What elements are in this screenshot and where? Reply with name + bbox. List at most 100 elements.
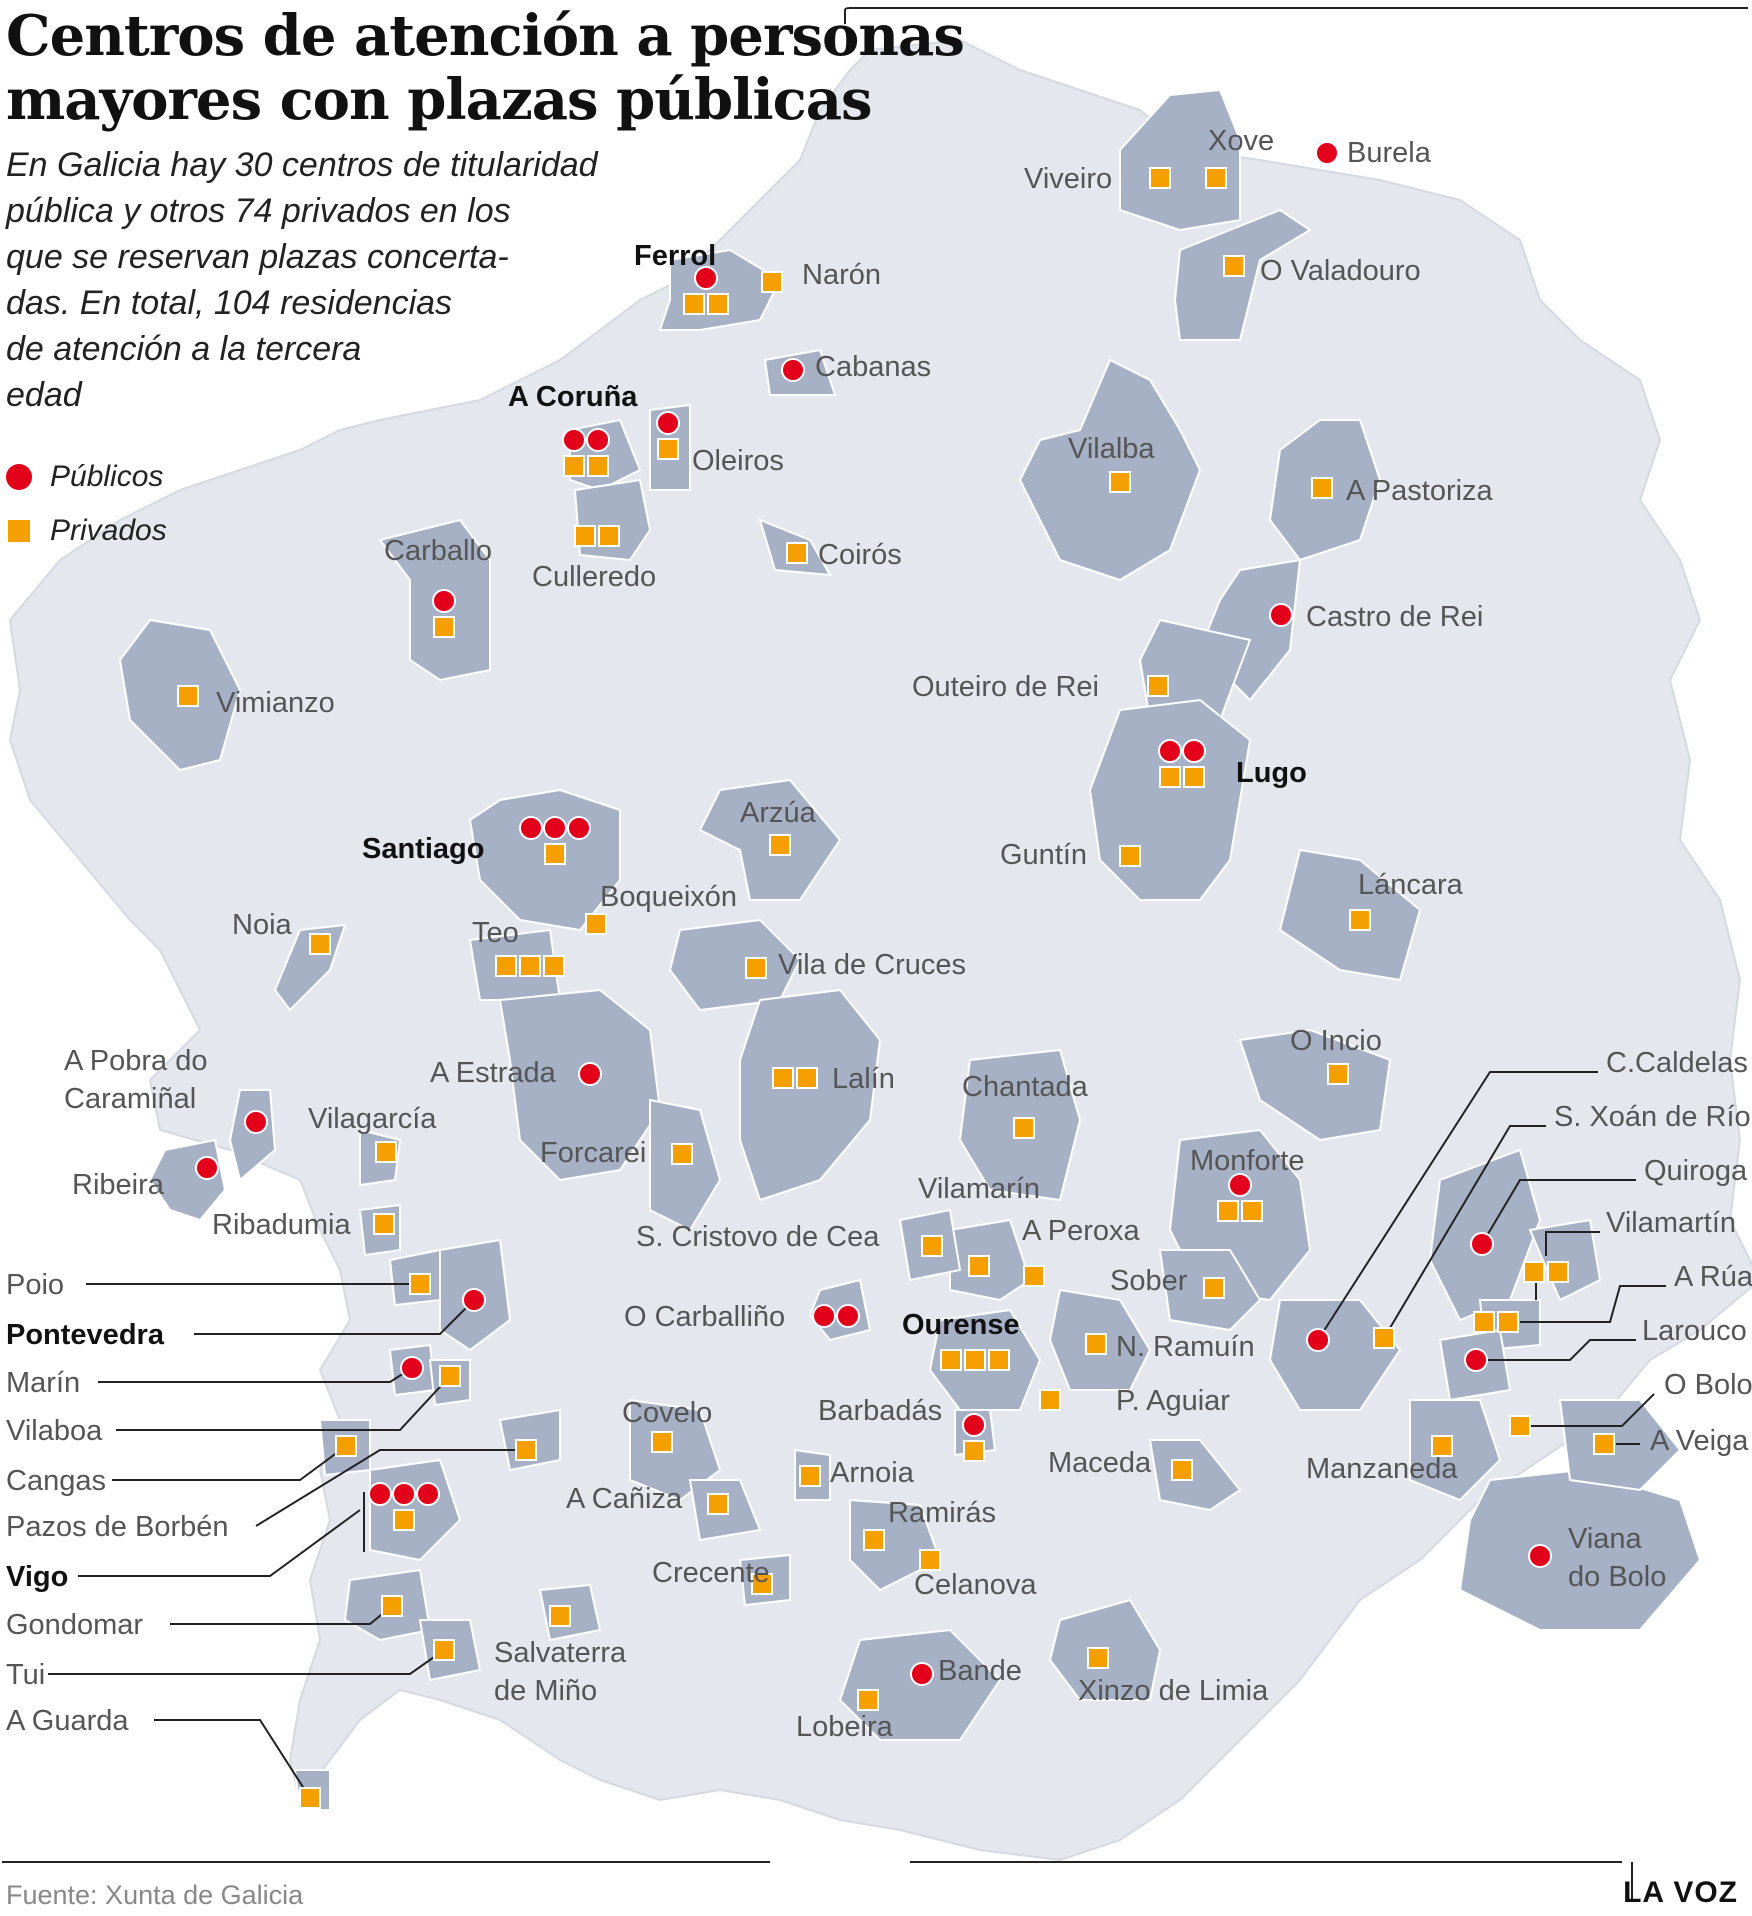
public-marker-marin-1	[400, 1356, 424, 1380]
public-marker-viana-do-bolo-1	[1528, 1544, 1552, 1568]
private-marker-teo-1	[495, 955, 517, 977]
legend-private-label: Privados	[50, 514, 167, 547]
label-forcarei: Forcarei	[540, 1137, 646, 1169]
label-covelo: Covelo	[622, 1397, 712, 1429]
region-a-estrada	[498, 988, 662, 1182]
public-marker-icon	[6, 464, 32, 490]
label-ribeira: Ribeira	[72, 1169, 165, 1201]
label-a-pobra-do-caraminal-line-1: A Pobra do	[64, 1045, 208, 1077]
private-marker-vilaboa-1	[439, 1365, 461, 1387]
public-marker-cabanas-1	[781, 358, 805, 382]
label-chantada: Chantada	[962, 1071, 1089, 1103]
leader-vilaboa	[116, 1375, 451, 1431]
label-a-guarda: A Guarda	[6, 1705, 129, 1737]
public-marker-carballo-1	[432, 589, 456, 613]
private-marker-lancara-1	[1349, 909, 1371, 931]
label-vilalba: Vilalba	[1068, 433, 1155, 465]
title-line-2: mayores con plazas públicas	[6, 67, 873, 133]
label-vilamartin: Vilamartín	[1606, 1207, 1736, 1239]
private-marker-ferrol-1	[683, 293, 705, 315]
public-marker-o-carballino-1	[812, 1304, 836, 1328]
private-marker-covelo-1	[651, 1431, 673, 1453]
label-cangas: Cangas	[6, 1465, 106, 1497]
private-marker-lugo-1	[1159, 766, 1181, 788]
label-castro-de-rei: Castro de Rei	[1306, 601, 1483, 633]
leader-o-bolo	[1520, 1393, 1655, 1427]
private-marker-naron-1	[761, 271, 783, 293]
private-marker-oleiros-1	[657, 438, 679, 460]
private-marker-xove-1	[1205, 167, 1227, 189]
label-viana-do-bolo: Viana do Bolo	[1568, 1523, 1666, 1593]
label-xove: Xove	[1208, 125, 1274, 157]
label-manzaneda: Manzaneda	[1306, 1453, 1458, 1485]
private-marker-teo-2	[519, 955, 541, 977]
map-labels: Burela Xove Viveiro O Valadouro Ferrol Narón C…	[6, 125, 1752, 1743]
public-marker-bande-1	[910, 1662, 934, 1686]
label-c-caldelas: C.Caldelas	[1606, 1047, 1748, 1079]
private-marker-icon	[8, 520, 30, 542]
label-s-xoan-de-rio: S. Xoán de Río	[1554, 1101, 1751, 1133]
subtitle-line-3: que se reservan plazas concerta-	[6, 238, 509, 276]
private-marker-s-cristovo-de-cea-1	[921, 1235, 943, 1257]
legend-public: Públicos	[6, 450, 167, 504]
private-marker-a-caniza-1	[707, 1493, 729, 1515]
label-lalin: Lalín	[832, 1063, 895, 1095]
label-culleredo: Culleredo	[532, 561, 656, 593]
leader-a-rua	[1520, 1285, 1666, 1323]
label-o-carballino: O Carballiño	[624, 1301, 785, 1333]
label-lobeira: Lobeira	[796, 1711, 894, 1743]
region-vilalba	[1018, 358, 1202, 582]
label-carballo: Carballo	[384, 535, 492, 567]
subtitle-line-1: En Galicia hay 30 centros de titularidad	[6, 146, 598, 184]
region-ramiras	[849, 1498, 942, 1592]
label-a-caniza: A Cañiza	[566, 1483, 683, 1515]
label-p-aguiar: P. Aguiar	[1116, 1385, 1230, 1417]
private-marker-vilalba-1	[1109, 471, 1131, 493]
region-culleredo	[573, 478, 652, 562]
label-crecente: Crecente	[652, 1557, 770, 1589]
label-maceda: Maceda	[1048, 1447, 1152, 1479]
label-pontevedra: Pontevedra	[6, 1319, 165, 1351]
label-quiroga: Quiroga	[1644, 1155, 1748, 1187]
private-marker-monforte-1	[1217, 1200, 1239, 1222]
private-marker-s-xoan-de-rio-1	[1373, 1327, 1395, 1349]
label-ferrol: Ferrol	[634, 240, 716, 272]
legend-public-label: Públicos	[50, 460, 164, 493]
private-marker-culleredo-2	[598, 525, 620, 547]
private-marker-manzaneda-1	[1431, 1435, 1453, 1457]
private-marker-cangas-1	[335, 1435, 357, 1457]
label-o-incio: O Incio	[1290, 1025, 1382, 1057]
label-lugo: Lugo	[1236, 757, 1307, 789]
title-line-1: Centros de atención a personas	[6, 3, 965, 69]
label-pazos-de-borben: Pazos de Borbén	[6, 1511, 228, 1543]
region-maceda	[1148, 1439, 1242, 1512]
private-marker-vilamartin-1	[1523, 1261, 1545, 1283]
private-marker-a-peroxa-1	[1023, 1265, 1045, 1287]
private-marker-ourense-3	[988, 1349, 1010, 1371]
public-marker-c-caldelas-1	[1306, 1328, 1330, 1352]
private-marker-barbadas-1	[963, 1440, 985, 1462]
leader-vigo	[78, 1509, 361, 1577]
label-a-coruna: A Coruña	[508, 381, 638, 413]
legend: Públicos Privados	[6, 450, 167, 558]
label-a-peroxa: A Peroxa	[1022, 1215, 1141, 1247]
private-marker-a-rua-1	[1473, 1311, 1495, 1333]
label-barbadas: Barbadás	[818, 1395, 942, 1427]
region-xove	[1119, 88, 1241, 232]
label-vila-de-cruces: Vila de Cruces	[778, 949, 966, 981]
private-marker-sober-1	[1203, 1277, 1225, 1299]
label-coiros: Coirós	[818, 539, 902, 571]
subtitle-line-5: de atención a la tercera	[6, 330, 362, 368]
label-viveiro: Viveiro	[1024, 163, 1112, 195]
private-marker-viveiro-1	[1149, 167, 1171, 189]
legend-private: Privados	[6, 504, 167, 558]
label-poio: Poio	[6, 1269, 64, 1301]
private-marker-lobeira-1	[857, 1689, 879, 1711]
private-marker-forcarei-1	[671, 1143, 693, 1165]
private-marker-tui-1	[433, 1639, 455, 1661]
public-marker-santiago-3	[567, 816, 591, 840]
label-teo: Teo	[472, 917, 519, 949]
brand-logo: LA VOZ	[1623, 1876, 1738, 1909]
private-marker-ramiras-1	[863, 1529, 885, 1551]
label-ourense: Ourense	[902, 1309, 1020, 1341]
